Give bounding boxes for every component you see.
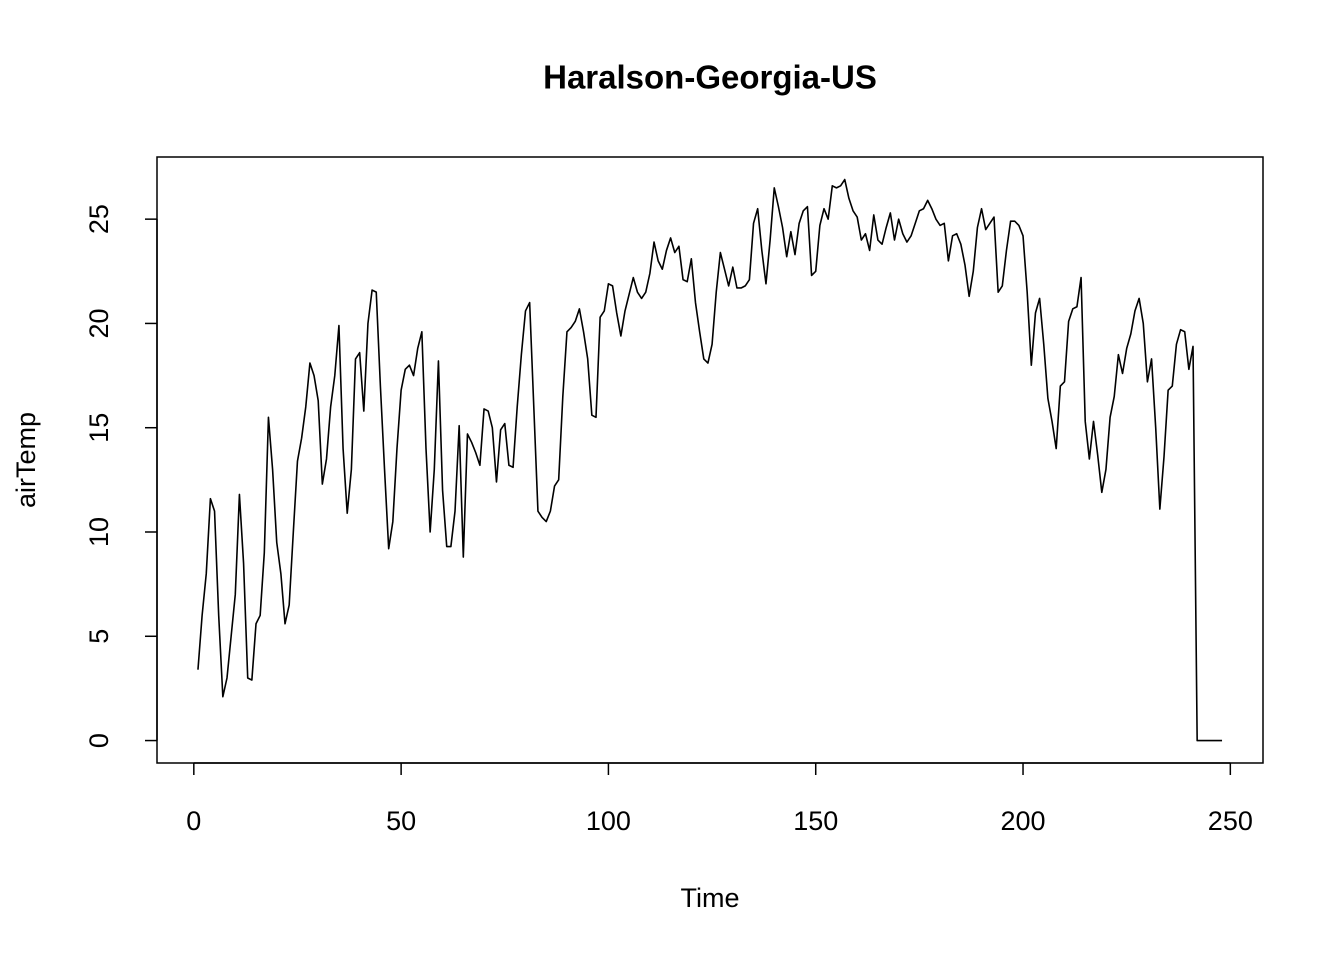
y-axis-label: airTemp — [11, 412, 41, 508]
y-tick-label: 5 — [84, 629, 114, 644]
x-tick-label: 150 — [793, 806, 838, 836]
x-tick-label: 100 — [586, 806, 631, 836]
x-tick-label: 50 — [386, 806, 416, 836]
plot-box — [156, 156, 1264, 764]
y-tick-label: 0 — [84, 733, 114, 748]
y-tick-label: 15 — [84, 413, 114, 443]
x-tick-label: 0 — [186, 806, 201, 836]
y-tick-label: 10 — [84, 517, 114, 547]
x-tick-label: 250 — [1208, 806, 1253, 836]
y-tick-label: 25 — [84, 204, 114, 234]
x-tick-label: 200 — [1000, 806, 1045, 836]
chart-title: Haralson-Georgia-US — [543, 59, 877, 96]
y-tick-label: 20 — [84, 308, 114, 338]
data-line — [197, 178, 1223, 742]
x-axis-label: Time — [681, 883, 740, 913]
